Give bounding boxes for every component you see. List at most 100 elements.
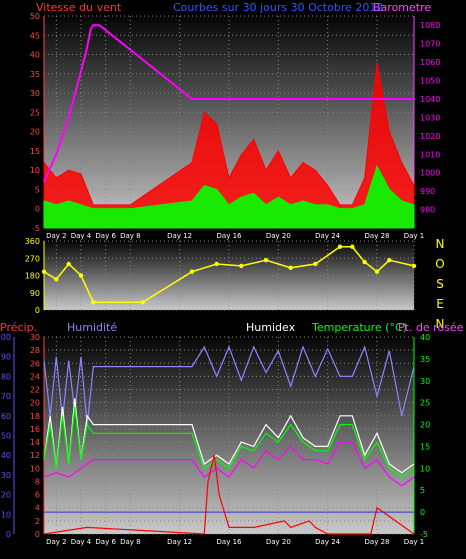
x-tick-label-bottom: Day 8: [120, 538, 141, 546]
wind-title: Vitesse du vent: [36, 1, 122, 14]
baro-tick-label: 990: [420, 187, 435, 196]
precip-series: [43, 455, 415, 535]
barometer-series: [43, 24, 414, 183]
temp-tick-label: -5: [420, 530, 428, 539]
temp-tick-label: 40: [420, 333, 430, 342]
x-tick-label-bottom: Day 24: [315, 538, 341, 546]
direction-series: [43, 246, 415, 304]
humidity-scale-tick-label: 8: [35, 477, 40, 486]
precip-tick-label: 0: [6, 530, 11, 539]
temp-tick-label: 25: [420, 399, 430, 408]
x-tick-label-bottom: Day 4: [71, 538, 92, 546]
x-tick-label-bottom: Day 1: [404, 538, 425, 546]
wind-tick-label: 10: [30, 166, 40, 175]
temp-tick-label: 20: [420, 421, 430, 430]
humidity-scale-tick-label: 30: [30, 333, 40, 342]
x-tick-label-top: Day 28: [365, 232, 390, 240]
compass-e: E: [436, 297, 444, 311]
baro-tick-label: 1050: [420, 77, 440, 86]
precip-tick-label: 30: [1, 471, 11, 480]
direction-point: [411, 263, 417, 269]
precip-tick-label: 20: [1, 491, 11, 500]
wind-speed-series: [43, 62, 415, 229]
humidity-scale-tick-label: 10: [30, 464, 40, 473]
period-title: Courbes sur 30 jours 30 Octobre 2012: [173, 1, 383, 14]
x-tick-label-bottom: Day 2: [46, 538, 67, 546]
precip-tick-label: 10: [1, 510, 11, 519]
humidity-title: Humidité: [67, 321, 117, 334]
baro-tick-label: 1020: [420, 132, 440, 141]
compass-n-bottom: N: [436, 317, 445, 331]
x-tick-label-top: Day 1: [404, 232, 425, 240]
precip-tick-label: 60: [1, 412, 11, 421]
wind-tick-label: 5: [35, 185, 40, 194]
direction-tick-label: 0: [35, 306, 40, 315]
wind-tick-label: -5: [32, 224, 40, 233]
temp-tick-label: 10: [420, 464, 430, 473]
humidex-title: Humidex: [246, 321, 296, 334]
wind-tick-label: 20: [30, 128, 40, 137]
x-tick-label-bottom: Day 16: [217, 538, 243, 546]
humidity-scale-tick-label: 2: [35, 517, 40, 526]
wind-tick-label: 15: [30, 147, 40, 156]
direction-tick-label: 180: [25, 272, 40, 281]
precip-tick-label: 70: [1, 392, 11, 401]
temp-tick-label: 5: [420, 486, 425, 495]
baro-tick-label: 1000: [420, 169, 440, 178]
humidity-scale-tick-label: 26: [30, 359, 40, 368]
x-tick-label-bottom: Day 12: [167, 538, 192, 546]
precip-tick-label: 90: [1, 353, 11, 362]
humidity-series: [43, 345, 415, 426]
humidity-scale-tick-label: 24: [30, 372, 40, 381]
baro-tick-label: 1030: [420, 113, 440, 122]
direction-tick-label: 270: [25, 254, 40, 263]
wind-tick-label: 50: [30, 12, 40, 21]
compass-s: S: [436, 277, 444, 291]
humidity-scale-tick-label: 20: [30, 399, 40, 408]
x-tick-label-top: Day 8: [120, 232, 141, 240]
baro-tick-label: 1040: [420, 95, 440, 104]
precip-title: Précip.: [0, 321, 37, 334]
baro-tick-label: 1080: [420, 21, 440, 30]
x-tick-label-top: Day 16: [217, 232, 243, 240]
direction-tick-label: 90: [30, 289, 40, 298]
x-tick-label-bottom: Day 28: [365, 538, 390, 546]
temperature-title: Temperature (°C): [311, 321, 407, 334]
humidity-scale-tick-label: 6: [35, 491, 40, 500]
x-tick-label-top: Day 4: [71, 232, 92, 240]
compass-n-top: N: [436, 237, 445, 251]
dewpoint-series: [43, 441, 415, 487]
wind-tick-label: 25: [30, 108, 40, 117]
x-tick-label-bottom: Day 6: [95, 538, 116, 546]
temp-tick-label: 30: [420, 377, 430, 386]
baro-tick-label: 1070: [420, 40, 440, 49]
precip-tick-label: 50: [1, 432, 11, 441]
humidity-scale-tick-label: 16: [30, 425, 40, 434]
wind-tick-label: 40: [30, 51, 40, 60]
wind-average-series: [43, 165, 415, 229]
compass-o: O: [435, 257, 444, 271]
baro-tick-label: 980: [420, 206, 435, 215]
wind-tick-label: 45: [30, 31, 40, 40]
dewpoint-title: Pt. de rosée: [398, 321, 464, 334]
wind-tick-label: 0: [35, 205, 40, 214]
temp-tick-label: 35: [420, 355, 430, 364]
x-tick-label-top: Day 24: [315, 232, 341, 240]
baro-tick-label: 1010: [420, 150, 440, 159]
baro-title: Barometre: [373, 1, 431, 14]
temperature-series: [43, 406, 415, 478]
x-tick-label-top: Day 12: [167, 232, 192, 240]
humidity-scale-tick-label: 28: [30, 346, 40, 355]
humidity-scale-tick-label: 14: [30, 438, 40, 447]
wind-tick-label: 35: [30, 70, 40, 79]
direction-tick-label: 360: [25, 237, 40, 246]
precip-tick-label: 40: [1, 451, 11, 460]
temp-tick-label: 0: [420, 508, 425, 517]
humidity-scale-tick-label: 4: [35, 504, 40, 513]
x-tick-label-top: Day 2: [46, 232, 67, 240]
precip-tick-label: 80: [1, 372, 11, 381]
x-tick-label-top: Day 6: [95, 232, 116, 240]
wind-tick-label: 30: [30, 89, 40, 98]
